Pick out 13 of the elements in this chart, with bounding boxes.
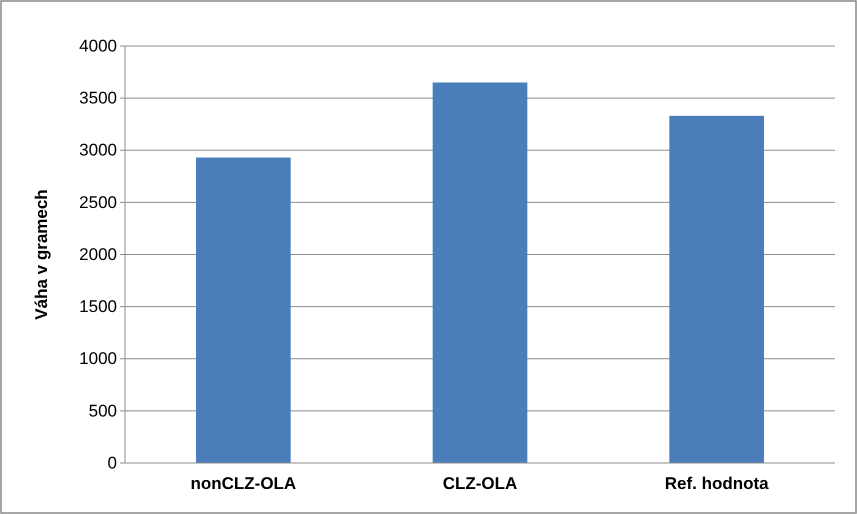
y-tick-label: 500 (88, 401, 117, 420)
x-tick-label: CLZ-OLA (442, 474, 518, 494)
y-tick-label: 1500 (79, 297, 117, 316)
y-tick-label: 2500 (79, 192, 117, 212)
y-tick-label: 2000 (79, 244, 117, 264)
y-tick-label: 0 (108, 453, 117, 472)
y-tick-label: 3500 (79, 88, 117, 108)
y-tick-label: 3000 (79, 140, 117, 160)
y-tick-label: 4000 (79, 36, 117, 56)
x-tick-label: Ref. hodnota (664, 474, 770, 494)
x-tick-label: nonCLZ-OLA (190, 474, 296, 494)
y-tick-label: 1000 (79, 349, 117, 368)
y-axis-title: Váha v gramech (32, 189, 51, 320)
